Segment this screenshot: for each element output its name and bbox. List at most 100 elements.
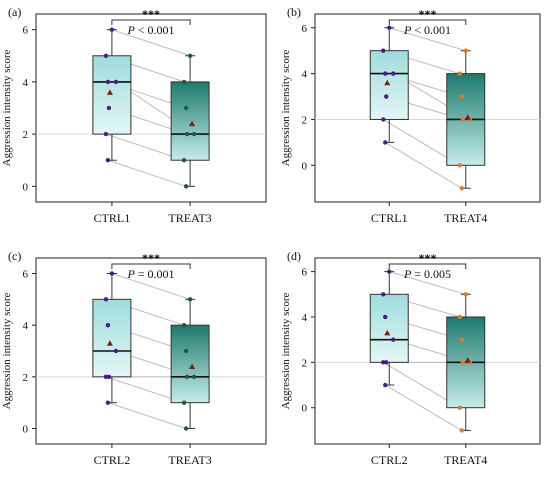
y-tick-label: 0	[23, 424, 29, 436]
pair-line	[111, 29, 191, 57]
x-tick-label: TREAT4	[444, 453, 487, 467]
y-tick-label: 4	[23, 77, 29, 89]
panel-label: (b)	[287, 5, 301, 19]
data-point	[460, 117, 465, 122]
data-point	[391, 337, 396, 342]
mean-marker	[464, 357, 471, 363]
panel-label: (c)	[8, 249, 21, 263]
p-value-label: P = 0.001	[126, 267, 174, 281]
y-tick-label: 2	[23, 129, 29, 141]
pair-line	[389, 271, 466, 295]
data-point	[457, 71, 462, 76]
mean-marker	[189, 363, 196, 369]
y-tick-label: 6	[302, 23, 308, 35]
significance-stars: ***	[142, 7, 160, 21]
y-tick-label: 0	[302, 403, 308, 415]
x-tick-label: TREAT3	[168, 211, 211, 225]
significance-stars: ***	[419, 251, 437, 265]
y-axis-label: Aggression intensity score	[280, 293, 292, 410]
panel-label: (a)	[8, 5, 21, 19]
chart-panel-1: (a) 0 2 4 6 Aggression intensity score CTRL1 TR…	[1, 5, 267, 225]
plot-frame	[35, 13, 267, 203]
significance-bracket	[111, 19, 191, 25]
y-tick-label: 2	[302, 357, 308, 369]
data-point	[113, 79, 119, 85]
data-point	[106, 105, 112, 111]
data-point	[105, 79, 111, 85]
mean-marker	[106, 340, 113, 346]
data-point	[181, 322, 187, 328]
y-tick-label: 4	[302, 69, 308, 81]
x-tick-label: TREAT3	[168, 453, 211, 467]
significance-bracket	[111, 263, 191, 269]
data-point	[183, 426, 189, 431]
data-point	[387, 269, 392, 274]
panel-label: (d)	[287, 249, 301, 263]
mean-marker	[384, 79, 391, 86]
data-point	[459, 186, 464, 191]
data-point	[181, 158, 187, 163]
data-point	[109, 271, 115, 276]
data-point	[383, 140, 388, 145]
p-value-label: P < 0.001	[126, 23, 174, 37]
data-point	[384, 94, 389, 99]
x-tick-label: CTRL1	[371, 211, 408, 225]
pair-line	[384, 384, 463, 431]
data-point	[103, 131, 109, 137]
mean-marker	[384, 329, 391, 336]
pair-line	[107, 402, 187, 429]
significance-bracket	[388, 19, 467, 25]
data-point	[105, 158, 111, 163]
y-tick-label: 0	[23, 181, 29, 193]
x-tick-label: CTRL1	[94, 211, 131, 225]
data-point	[103, 297, 109, 302]
data-point	[109, 27, 115, 32]
data-point	[391, 71, 396, 76]
box	[170, 81, 210, 161]
p-value-label: P = 0.005	[403, 267, 451, 281]
x-tick-label: CTRL2	[371, 453, 408, 467]
p-value-label: P < 0.001	[403, 23, 451, 37]
data-point	[459, 94, 464, 99]
data-point	[183, 184, 189, 189]
data-point	[459, 337, 464, 342]
data-point	[181, 79, 187, 85]
x-tick-label: TREAT4	[444, 211, 487, 225]
data-point	[381, 48, 386, 53]
pair-line	[384, 141, 463, 189]
data-point	[184, 131, 190, 137]
box	[170, 324, 210, 404]
y-tick-label: 6	[23, 25, 29, 37]
box	[92, 298, 132, 378]
data-point	[103, 53, 109, 58]
data-point	[387, 25, 392, 30]
y-tick-label: 2	[23, 372, 29, 384]
y-tick-label: 6	[302, 267, 308, 279]
data-point	[113, 348, 119, 354]
data-point	[187, 53, 193, 58]
data-point	[183, 348, 189, 354]
data-point	[457, 163, 462, 168]
data-point	[383, 382, 388, 388]
x-tick-label: CTRL2	[94, 453, 131, 467]
mean-marker	[464, 114, 471, 120]
mean-marker	[106, 89, 113, 95]
y-axis-label: Aggression intensity score	[280, 50, 292, 167]
data-point	[457, 405, 462, 410]
y-tick-label: 2	[302, 114, 308, 126]
data-point	[181, 400, 187, 405]
data-point	[457, 314, 462, 320]
chart-panel-4: (d) 0 2 4 6 Aggression intensity score CTRL2 TR…	[280, 249, 541, 467]
data-point	[381, 117, 386, 122]
data-point	[383, 71, 388, 76]
data-point	[191, 131, 197, 137]
y-tick-label: 4	[23, 320, 29, 332]
data-point	[183, 105, 189, 111]
y-tick-label: 4	[302, 312, 308, 324]
plot-frame	[314, 13, 541, 203]
significance-stars: ***	[142, 251, 160, 265]
plot-frame	[314, 257, 541, 445]
y-tick-label: 0	[302, 160, 308, 172]
data-point	[463, 292, 468, 297]
data-point	[383, 314, 388, 320]
